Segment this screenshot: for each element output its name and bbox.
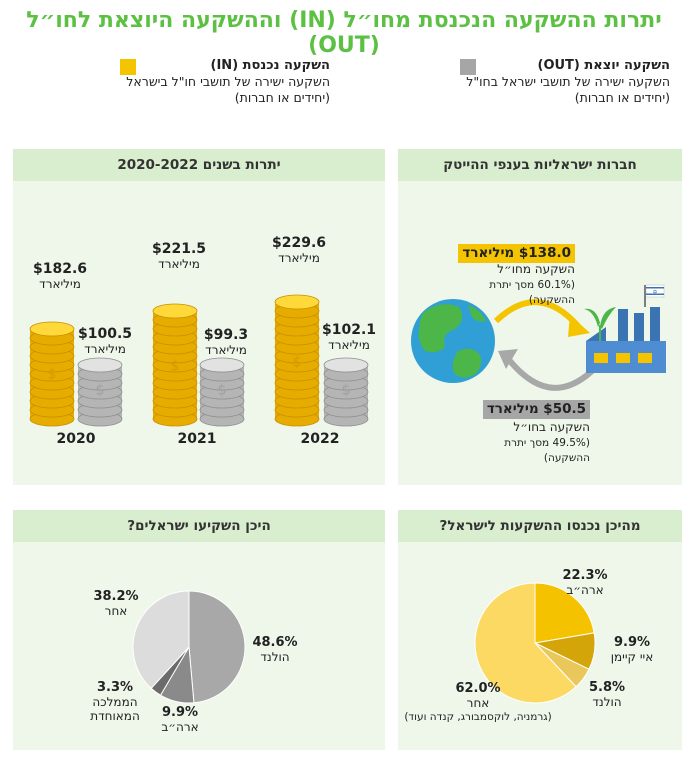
hitech-in-label: השקעה מחו״ל xyxy=(497,262,575,276)
hitech-in-share: (60.1% מסך יתרת ההשקעה) xyxy=(489,279,575,306)
pie-out-label-usa: 9.9% ארה״ב xyxy=(150,705,210,735)
pie-out-label-netherlands: 48.6% הולנד xyxy=(240,635,310,665)
bar-unit-in-2022: מיליארד xyxy=(278,251,320,265)
bar-unit-out-2022: מיליארד xyxy=(328,338,370,352)
bar-label-in-2020: $182.6 מיליארד xyxy=(25,262,95,292)
balances-panel-header: יתרות בשנים 2020-2022 xyxy=(13,149,385,181)
legend-in-head: השקעה נכנסת (IN) xyxy=(210,58,330,73)
legend-in-line2: (יחידים או חברות) xyxy=(234,90,330,105)
pie-in-name-usa: ארה״ב xyxy=(566,583,604,597)
legend-out-head: השקעה יוצאת (OUT) xyxy=(537,58,670,73)
pie-in-name-cayman: איי קיימן xyxy=(610,650,654,664)
bar-value-in-2020: $182.6 xyxy=(32,261,88,277)
factory-icon xyxy=(584,307,666,373)
pie-out-label-uk: 3.3% הממלכה המאוחדת xyxy=(70,680,160,724)
coin-stack-in-2022: $ xyxy=(274,294,320,427)
bar-value-out-2021: $99.3 xyxy=(203,327,249,343)
pie-in-name-netherlands: הולנד xyxy=(592,695,622,709)
page-title: יתרות ההשקעה הנכנסת מחו״ל (IN) וההשקעה ה… xyxy=(26,8,662,58)
hitech-out-label: השקעה בחו״ל xyxy=(513,420,590,434)
year-label-2021: 2021 xyxy=(177,431,217,447)
svg-text:✡: ✡ xyxy=(652,289,657,296)
arrow-out-head xyxy=(498,349,518,369)
bar-unit-in-2020: מיליארד xyxy=(39,277,81,291)
bar-label-out-2020: $100.5 מיליארד xyxy=(70,327,140,357)
pie-in-value-other: 62.0% xyxy=(455,681,501,696)
hitech-panel-header: חברות ישראליות בענפי ההייטק xyxy=(398,149,682,181)
bar-value-in-2021: $221.5 xyxy=(151,241,207,257)
bar-unit-out-2020: מיליארד xyxy=(84,342,126,356)
arrow-out xyxy=(503,354,595,391)
dollar-sign-icon: $ xyxy=(96,383,105,399)
pie-out-name-netherlands: הולנד xyxy=(260,650,290,664)
pie-came-from xyxy=(474,582,596,704)
arrow-in-head xyxy=(568,315,590,337)
coin-stack-out-2020: $ xyxy=(77,357,123,427)
bar-value-out-2022: $102.1 xyxy=(321,322,377,338)
bar-value-in-2022: $229.6 xyxy=(271,235,327,251)
pie-slice-3 xyxy=(132,590,190,690)
israel-flag-icon: ✡ xyxy=(644,284,665,307)
pie-in-label-other: 62.0% אחר (גרמניה, לוקסמבורג, קנדה ועוד) xyxy=(398,682,558,724)
hitech-illustration: ✡ xyxy=(411,284,666,391)
dollar-sign-icon: $ xyxy=(171,358,180,374)
legend-in-line1: השקעה ישירה של תושבי חו"ל בישראל xyxy=(126,74,330,89)
hitech-out-share: (49.5% מסך יתרת ההשקעה) xyxy=(504,437,590,464)
year-label-2022: 2022 xyxy=(300,431,340,447)
coin-stack-out-2021: $ xyxy=(199,357,245,427)
hitech-in-block: $138.0 מיליארד xyxy=(455,242,575,263)
dollar-sign-icon: $ xyxy=(293,354,302,370)
pie-in-note-other: (גרמניה, לוקסמבורג, קנדה ועוד) xyxy=(404,711,552,723)
legend-out-line1: השקעה ישירה של תושבי ישראל בחו"ל xyxy=(466,74,670,89)
legend-in: השקעה נכנסת (IN) השקעה ישירה של תושבי חו… xyxy=(120,58,330,106)
globe-icon xyxy=(411,299,495,383)
camefrom-panel-header: מהיכן נכנסו ההשקעות לישראל? xyxy=(398,510,682,542)
bar-label-out-2021: $99.3 מיליארד xyxy=(191,328,261,358)
legend-out: השקעה יוצאת (OUT) השקעה ישירה של תושבי י… xyxy=(460,58,670,106)
year-label-2020: 2020 xyxy=(56,431,96,447)
arrow-in xyxy=(493,299,581,329)
pie-in-name-other: אחר xyxy=(466,696,490,710)
pie-in-value-netherlands: 5.8% xyxy=(588,680,626,695)
bar-label-out-2022: $102.1 מיליארד xyxy=(314,323,384,353)
bar-unit-out-2021: מיליארד xyxy=(205,343,247,357)
pie-in-label-netherlands: 5.8% הולנד xyxy=(577,680,637,710)
pie-in-value-cayman: 9.9% xyxy=(613,635,651,650)
hitech-out-amount: $50.5 מיליארד xyxy=(482,400,590,419)
hitech-in-amount: $138.0 מיליארד xyxy=(458,244,575,263)
pie-out-value-uk: 3.3% xyxy=(96,680,134,695)
legend-in-swatch xyxy=(120,59,136,75)
dollar-sign-icon: $ xyxy=(342,383,351,399)
pie-out-name-usa: ארה״ב xyxy=(161,720,199,734)
pie-out-value-usa: 9.9% xyxy=(161,705,199,720)
dollar-sign-icon: $ xyxy=(218,383,227,399)
pie-slice-0 xyxy=(188,590,246,704)
pie-out-name-other: אחר xyxy=(104,604,128,618)
coin-stack-in-2021: $ xyxy=(152,303,198,427)
pie-slice-0 xyxy=(534,582,595,644)
bar-value-out-2020: $100.5 xyxy=(77,326,133,342)
coin-stack-out-2022: $ xyxy=(323,357,369,427)
bar-unit-in-2021: מיליארד xyxy=(158,257,200,271)
pie-out-value-netherlands: 48.6% xyxy=(252,635,298,650)
pie-in-label-cayman: 9.9% איי קיימן xyxy=(597,635,667,665)
legend-out-swatch xyxy=(460,59,476,75)
bar-label-in-2021: $221.5 מיליארד xyxy=(144,242,214,272)
dollar-sign-icon: $ xyxy=(48,367,57,383)
invested-panel-header: היכן השקיעו ישראלים? xyxy=(13,510,385,542)
legend-out-line2: (יחידים או חברות) xyxy=(574,90,670,105)
bar-label-in-2022: $229.6 מיליארד xyxy=(264,236,334,266)
pie-out-name-uk: הממלכה המאוחדת xyxy=(90,695,140,723)
pie-out-value-other: 38.2% xyxy=(93,589,139,604)
pie-in-label-usa: 22.3% ארה״ב xyxy=(550,568,620,598)
coin-stack-in-2020: $ xyxy=(29,321,75,427)
pie-in-value-usa: 22.3% xyxy=(562,568,608,583)
pie-slice-3 xyxy=(474,582,577,704)
hitech-out-block: $50.5 מיליארד xyxy=(455,398,590,419)
pie-invested xyxy=(132,590,246,704)
balances-panel: יתרות בשנים 2020-2022 xyxy=(13,149,385,485)
pie-out-label-other: 38.2% אחר xyxy=(86,589,146,619)
